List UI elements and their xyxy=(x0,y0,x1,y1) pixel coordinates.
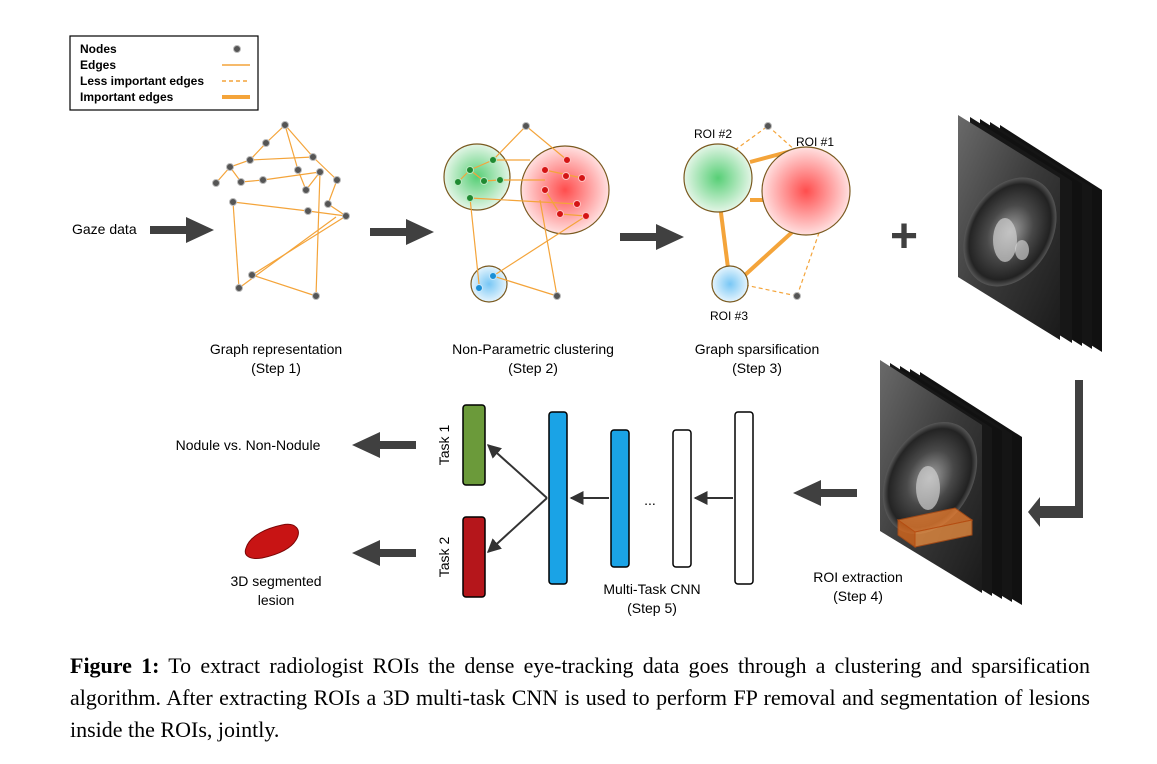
arrow-ct-to-roi xyxy=(1028,380,1083,527)
ct-volume-top xyxy=(958,115,1102,352)
roi1-circle xyxy=(761,146,851,236)
legend-nodes-label: Nodes xyxy=(80,42,117,56)
caption-label: Figure 1: xyxy=(70,653,160,678)
step5-title: Multi-Task CNN xyxy=(603,581,700,597)
caption-text: To extract radiologist ROIs the dense ey… xyxy=(70,653,1090,742)
ct-volume-roi xyxy=(880,360,1022,605)
cnn-input-layer xyxy=(734,411,754,585)
task1-head xyxy=(462,404,486,486)
legend-edges-label: Edges xyxy=(80,58,116,72)
roi2-label: ROI #2 xyxy=(694,127,732,141)
step2-title: Non-Parametric clustering xyxy=(452,341,614,357)
legend-less-important-label: Less important edges xyxy=(80,74,204,88)
cnn-layer-white xyxy=(672,429,692,568)
segmented-lesion-shape xyxy=(244,523,299,559)
cluster-blue xyxy=(470,265,508,303)
task2-label: Task 2 xyxy=(436,537,452,578)
arrow-roi-to-cnn xyxy=(793,480,857,506)
step3-title: Graph sparsification xyxy=(695,341,820,357)
step1-title: Graph representation xyxy=(210,341,342,357)
roi3-circle xyxy=(711,265,749,303)
roi3-label: ROI #3 xyxy=(710,309,748,323)
step4-title: ROI extraction xyxy=(813,569,902,585)
step4-sub: (Step 4) xyxy=(833,588,883,604)
roi1-label: ROI #1 xyxy=(796,135,834,149)
segmentation-output-line2: lesion xyxy=(258,592,295,608)
arrow-to-classification xyxy=(352,432,416,458)
arrow-step1-to-step2 xyxy=(370,219,434,245)
legend-important-label: Important edges xyxy=(80,90,174,104)
arrow-step2-to-step3 xyxy=(620,224,684,250)
segmentation-output-line1: 3D segmented xyxy=(230,573,321,589)
classification-output-label: Nodule vs. Non-Nodule xyxy=(176,437,321,453)
legend-node-symbol xyxy=(233,45,241,53)
legend: Nodes Edges Less important edges Importa… xyxy=(69,35,259,111)
pipeline-figure: Nodes Edges Less important edges Importa… xyxy=(69,35,1102,616)
cnn-diagram: ... Task 1 Task 2 xyxy=(436,404,754,598)
clustering-diagram xyxy=(443,122,610,303)
task2-head xyxy=(462,516,486,598)
sparsification-diagram: ROI #2 ROI #1 ROI #3 xyxy=(683,122,851,323)
graph-nodes xyxy=(212,121,350,300)
step3-sub: (Step 3) xyxy=(732,360,782,376)
task1-label: Task 1 xyxy=(436,425,452,466)
step5-sub: (Step 5) xyxy=(627,600,677,616)
figure-caption: Figure 1: To extract radiologist ROIs th… xyxy=(70,650,1090,746)
arrow-gaze-to-graph xyxy=(150,217,214,243)
cnn-shared-layer xyxy=(548,411,568,585)
cnn-ellipsis: ... xyxy=(644,492,656,508)
roi2-circle xyxy=(683,143,753,213)
graph-representation xyxy=(215,124,347,297)
arrow-to-segmentation xyxy=(352,540,416,566)
cnn-layer-blue-small xyxy=(610,429,630,568)
gaze-data-label: Gaze data xyxy=(72,221,137,237)
step2-sub: (Step 2) xyxy=(508,360,558,376)
plus-sign: + xyxy=(890,210,918,263)
step1-sub: (Step 1) xyxy=(251,360,301,376)
